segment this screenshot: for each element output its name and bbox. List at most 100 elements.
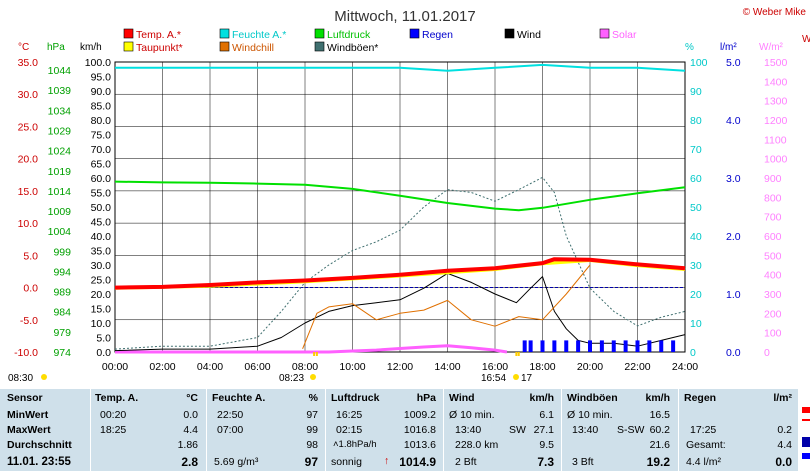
wm2-tick-label: 700 (764, 212, 782, 224)
legend-label: Windböen* (327, 42, 378, 54)
legend-label: Taupunkt* (136, 42, 183, 54)
temp-tick-label: -5.0 (20, 315, 38, 327)
kmh-tick-label: 10.0 (91, 318, 112, 330)
kmh-tick-label: 100.0 (85, 57, 111, 69)
stats-boeen-beaufort: 3 Bft (572, 456, 594, 468)
hpa-tick-label: 994 (53, 266, 71, 278)
x-tick-label: 24:00 (672, 361, 698, 373)
stats-boeen-max-value: 60.2 (649, 424, 670, 436)
temp-tick-label: 15.0 (18, 186, 39, 198)
legend-label: Temp. A.* (136, 29, 181, 41)
temp-tick-label: 35.0 (18, 57, 39, 69)
wm2-tick-label: 400 (764, 270, 782, 282)
pct-tick-label: 90 (690, 86, 702, 98)
lm2-tick-label: 4.0 (726, 115, 741, 127)
stats-wind-max-direction: SW (509, 424, 526, 436)
stats-feuchte-absolute: 5.69 g/m³ (214, 456, 259, 468)
stats-feuchte-avg-value: 98 (306, 439, 318, 451)
sunrise-icon (41, 374, 47, 380)
axis-titles: °C hPa km/h% l/m² W/m² W (18, 34, 810, 53)
right-edge-strip (798, 389, 810, 471)
legend-swatch (599, 28, 610, 39)
kmh-tick-label: 20.0 (91, 289, 112, 301)
stats-header-temp-unit: °C (186, 392, 198, 404)
hpa-tick-label: 974 (53, 347, 71, 359)
legend-swatch (314, 28, 325, 39)
temp-tick-label: 20.0 (18, 154, 39, 166)
rain-bar (623, 340, 628, 352)
stats-temp-avg-value: 1.86 (177, 439, 198, 451)
rain-bar (635, 340, 640, 352)
stats-header-wind-unit: km/h (529, 392, 554, 404)
w-axis-title: W (802, 34, 810, 45)
time-marker-label: 08:30 (8, 373, 33, 384)
x-tick-label: 00:00 (102, 361, 128, 373)
kmh-tick-label: 55.0 (91, 188, 112, 200)
x-tick-label: 08:00 (292, 361, 318, 373)
pct-tick-label: 60 (690, 173, 702, 185)
pct-axis-title: % (685, 42, 694, 53)
pct-tick-label: 20 (690, 289, 702, 301)
kmh-tick-label: 25.0 (91, 275, 112, 287)
pct-tick-label: 100 (690, 57, 708, 69)
stats-boeen-max-direction: S-SW (617, 424, 645, 436)
x-tick-label: 10:00 (339, 361, 365, 373)
stats-header-luftdruck-unit: hPa (416, 392, 436, 404)
stats-header-boeen: Windböen (567, 392, 618, 404)
time-markers: 08:30 08:23 16:54 17 (8, 352, 533, 384)
stats-temp-min-time: 00:20 (100, 409, 127, 421)
stats-wind-avg-value: 9.5 (539, 439, 554, 451)
legend-label: Wind (517, 29, 541, 41)
hpa-tick-label: 1034 (48, 105, 72, 117)
grid-lines (115, 62, 685, 352)
pct-tick-label: 40 (690, 231, 702, 243)
x-tick-label: 04:00 (197, 361, 223, 373)
rain-bar (611, 340, 616, 352)
wm2-tick-label: 100 (764, 328, 782, 340)
temp-tick-label: 30.0 (18, 89, 39, 101)
legend-swatch (123, 28, 134, 39)
chart-legend: Temp. A.* Feuchte A.* Luftdruck Regen Wind So… (123, 28, 637, 54)
lm2-tick-label: 2.0 (726, 231, 741, 243)
edge-decoration-icon (802, 407, 810, 459)
stats-regen-max-value: 0.2 (777, 424, 792, 436)
chart-title: Mittwoch, 11.01.2017 (334, 8, 475, 25)
hpa-tick-label: 1004 (48, 226, 72, 238)
copyright-label: © Weber Mike (743, 7, 807, 18)
temp-tick-label: 10.0 (18, 218, 39, 230)
stats-boeen-min-value: 16.5 (649, 409, 670, 421)
pct-tick-label: 10 (690, 318, 702, 330)
rain-bar (564, 340, 569, 352)
legend-label: Windchill (232, 42, 274, 54)
wm2-tick-label: 300 (764, 289, 782, 301)
x-tick-label: 06:00 (244, 361, 270, 373)
stats-luftdruck-max-value: 1016.8 (403, 424, 436, 436)
series-line-windchill (302, 264, 591, 349)
stats-regen-total-value: 4.4 (777, 439, 792, 451)
time-marker-label: 16:54 (481, 373, 506, 384)
temp-axis-title: °C (18, 42, 29, 53)
legend-label: Solar (612, 29, 637, 41)
legend-swatch (409, 28, 420, 39)
x-tick-label: 14:00 (434, 361, 460, 373)
hpa-tick-label: 1044 (48, 65, 72, 77)
kmh-tick-label: 90.0 (91, 86, 112, 98)
stats-boeen-current-value: 19.2 (646, 455, 670, 469)
rain-bar (528, 340, 533, 352)
x-tick-label: 20:00 (577, 361, 603, 373)
hpa-tick-label: 1039 (48, 85, 72, 97)
wm2-tick-label: 1400 (764, 76, 788, 88)
rain-bar (576, 340, 581, 352)
stats-temp-current-value: 2.8 (181, 455, 198, 469)
kmh-axis-title: km/h (80, 42, 102, 53)
wm2-tick-label: 900 (764, 173, 782, 185)
temp-tick-label: 5.0 (23, 250, 38, 262)
stats-label-min: MinWert (7, 409, 49, 421)
stats-wind-current-value: 7.3 (537, 455, 554, 469)
x-tick-label: 12:00 (387, 361, 413, 373)
series-line-luftdruck (114, 180, 686, 212)
kmh-tick-label: 45.0 (91, 217, 112, 229)
stats-header-boeen-unit: km/h (645, 392, 670, 404)
kmh-tick-label: 95.0 (91, 72, 112, 84)
